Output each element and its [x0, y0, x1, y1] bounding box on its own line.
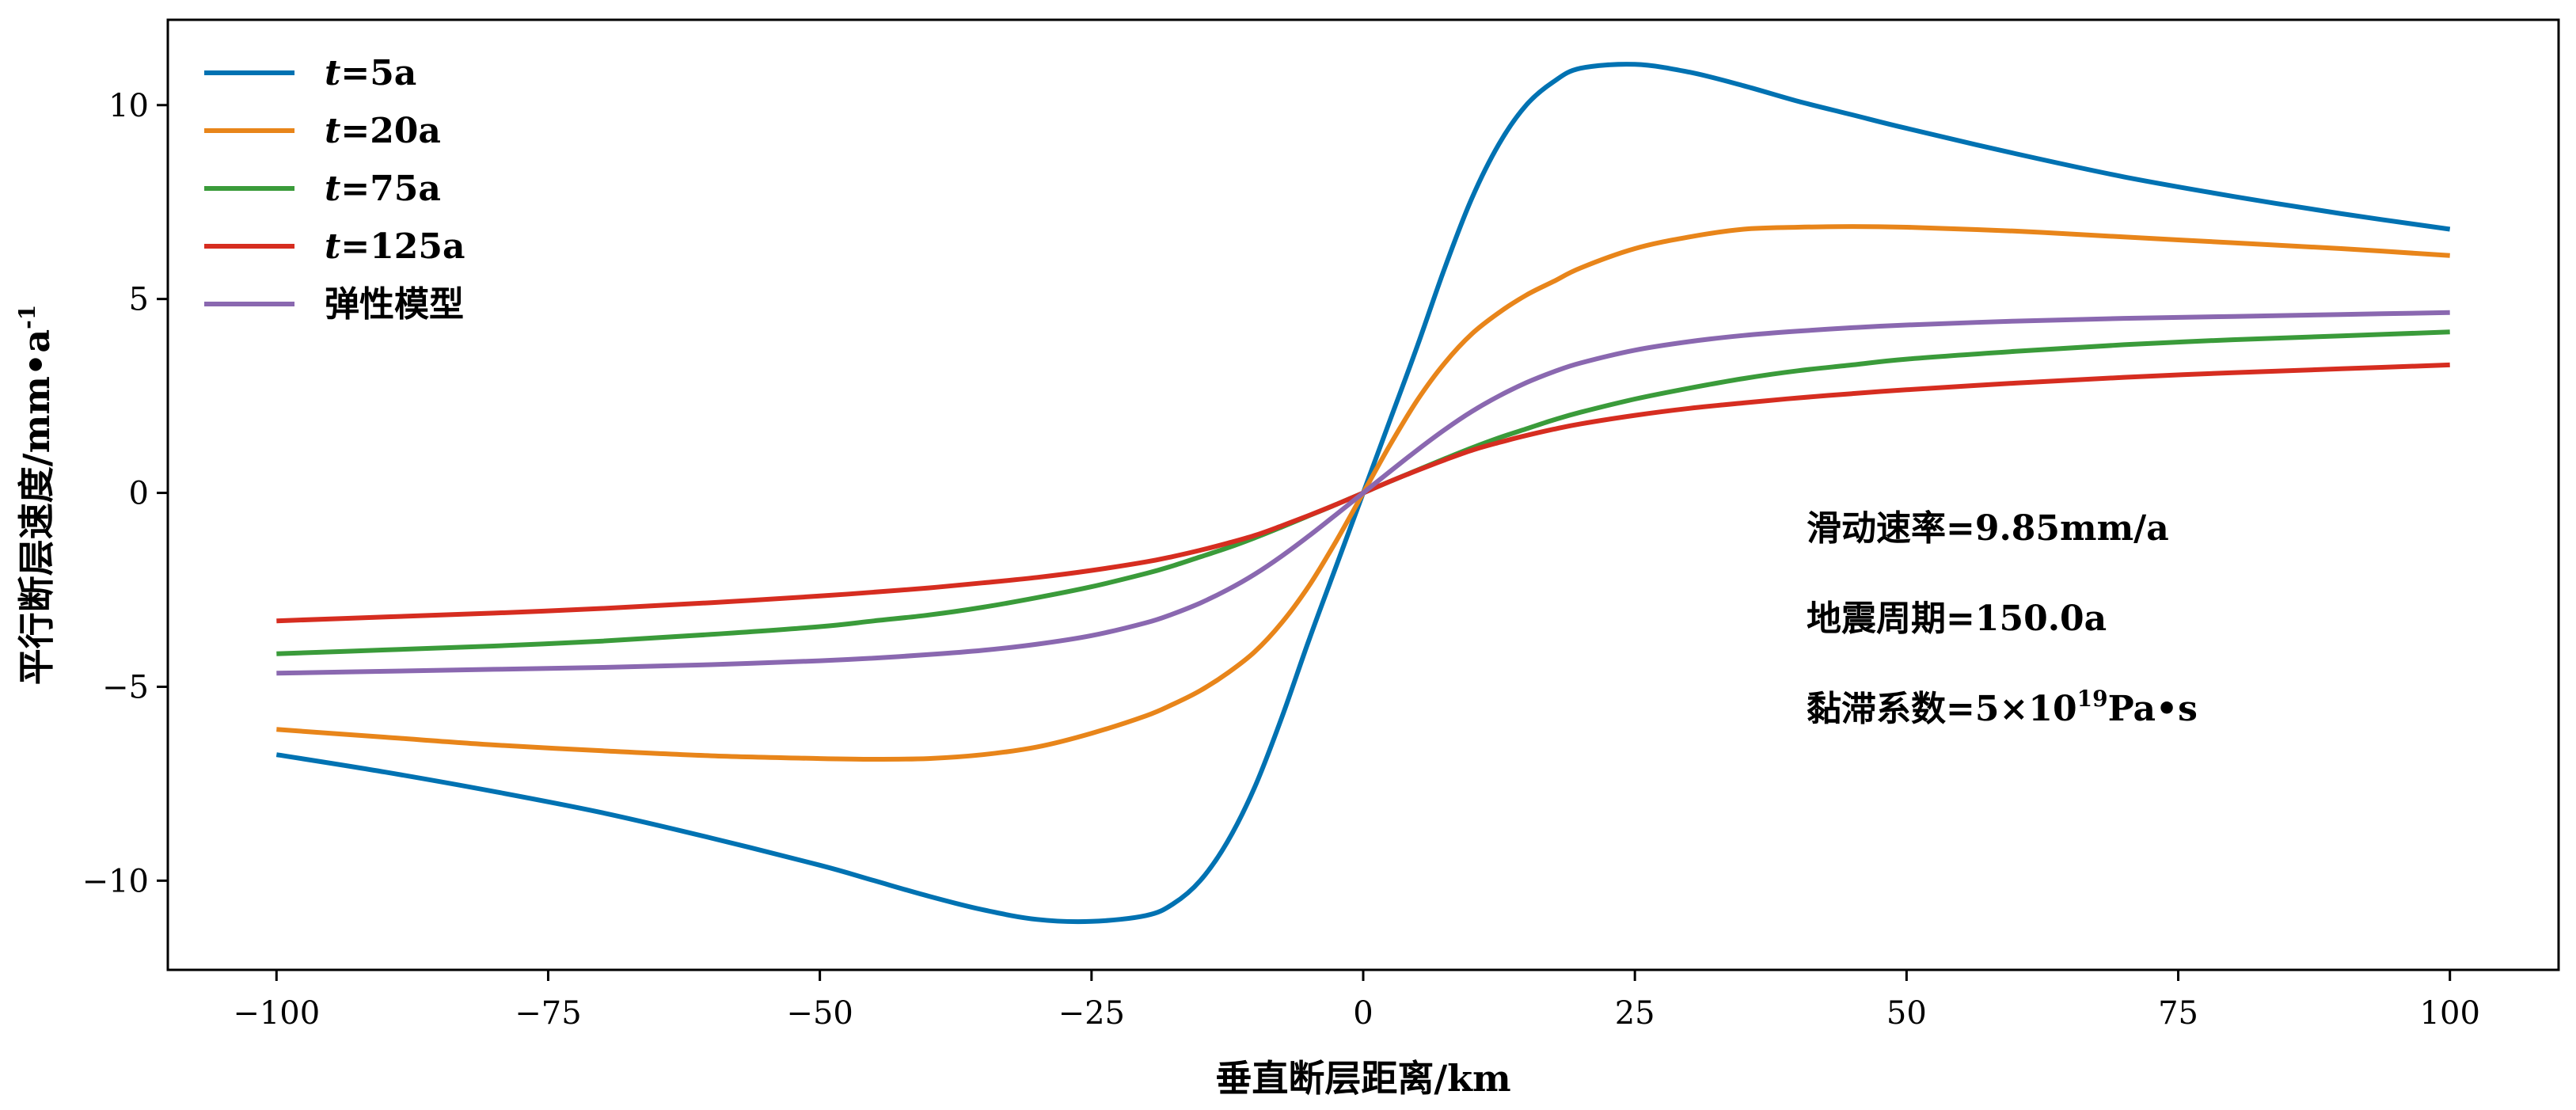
annotation-text: 地震周期=150.0a [1807, 599, 2107, 639]
y-tick-label: −5 [102, 669, 149, 705]
legend-italic-var: t [325, 111, 340, 151]
legend-entry-label: 弹性模型 [325, 284, 464, 325]
parameter-annotations: 滑动速率=9.85mm/a 地震周期=150.0a 黏滞系数=5×1019Pa•s [1807, 508, 2198, 729]
x-axis-ticks: −100 −75 −50 −25 0 25 50 75 100 [233, 970, 2480, 1032]
annotation-main: 地震周期=150.0a [1807, 599, 2107, 639]
x-tick-label: 75 [2158, 995, 2198, 1032]
x-tick-label: 25 [1615, 995, 1655, 1032]
series-layer [275, 62, 2451, 925]
y-tick-label: −10 [82, 863, 149, 899]
legend-entry-label: t=75a [325, 169, 441, 209]
annotation-main: 滑动速率=9.85mm/a [1807, 508, 2169, 549]
legend-label-text: 弹性模型 [325, 284, 464, 325]
annotation-unit: Pa•s [2108, 689, 2198, 729]
legend-label-text: =5a [340, 53, 416, 93]
annotation-text: 滑动速率=9.85mm/a [1807, 508, 2169, 549]
x-tick-label: −50 [786, 995, 853, 1032]
y-axis-title-base: 平行断层速度/mm•a [15, 329, 58, 685]
legend-entry-label: t=20a [325, 111, 441, 151]
y-axis-title-sup: -1 [14, 305, 40, 329]
x-axis-title: 垂直断层距离/km [1215, 1057, 1510, 1100]
y-axis-title: 平行断层速度/mm•a-1 [14, 305, 58, 685]
annotation-main: 黏滞系数=5×10 [1807, 689, 2077, 729]
x-tick-label: 50 [1886, 995, 1927, 1032]
legend-italic-var: t [325, 169, 340, 209]
legend-entry-label: t=5a [325, 53, 416, 93]
legend-italic-var: t [325, 226, 340, 267]
legend-entry-label: t=125a [325, 226, 465, 267]
x-tick-label: −75 [515, 995, 581, 1032]
x-tick-label: 0 [1353, 995, 1373, 1032]
x-tick-label: −100 [233, 995, 320, 1032]
y-tick-label: 5 [129, 282, 149, 318]
legend-label-text: =75a [340, 169, 441, 209]
y-tick-label: 0 [129, 476, 149, 512]
y-axis-ticks: −10 −5 0 5 10 [82, 88, 168, 899]
annotation-superscript: 19 [2077, 686, 2108, 712]
x-tick-label: −25 [1058, 995, 1125, 1032]
x-tick-label: 100 [2420, 995, 2480, 1032]
legend-label-text: =125a [340, 226, 465, 267]
legend-label-text: =20a [340, 111, 441, 151]
y-tick-label: 10 [108, 88, 149, 124]
annotation-text: 黏滞系数=5×1019Pa•s [1807, 686, 2198, 729]
series-line-4 [276, 310, 2450, 676]
legend-italic-var: t [325, 53, 340, 93]
